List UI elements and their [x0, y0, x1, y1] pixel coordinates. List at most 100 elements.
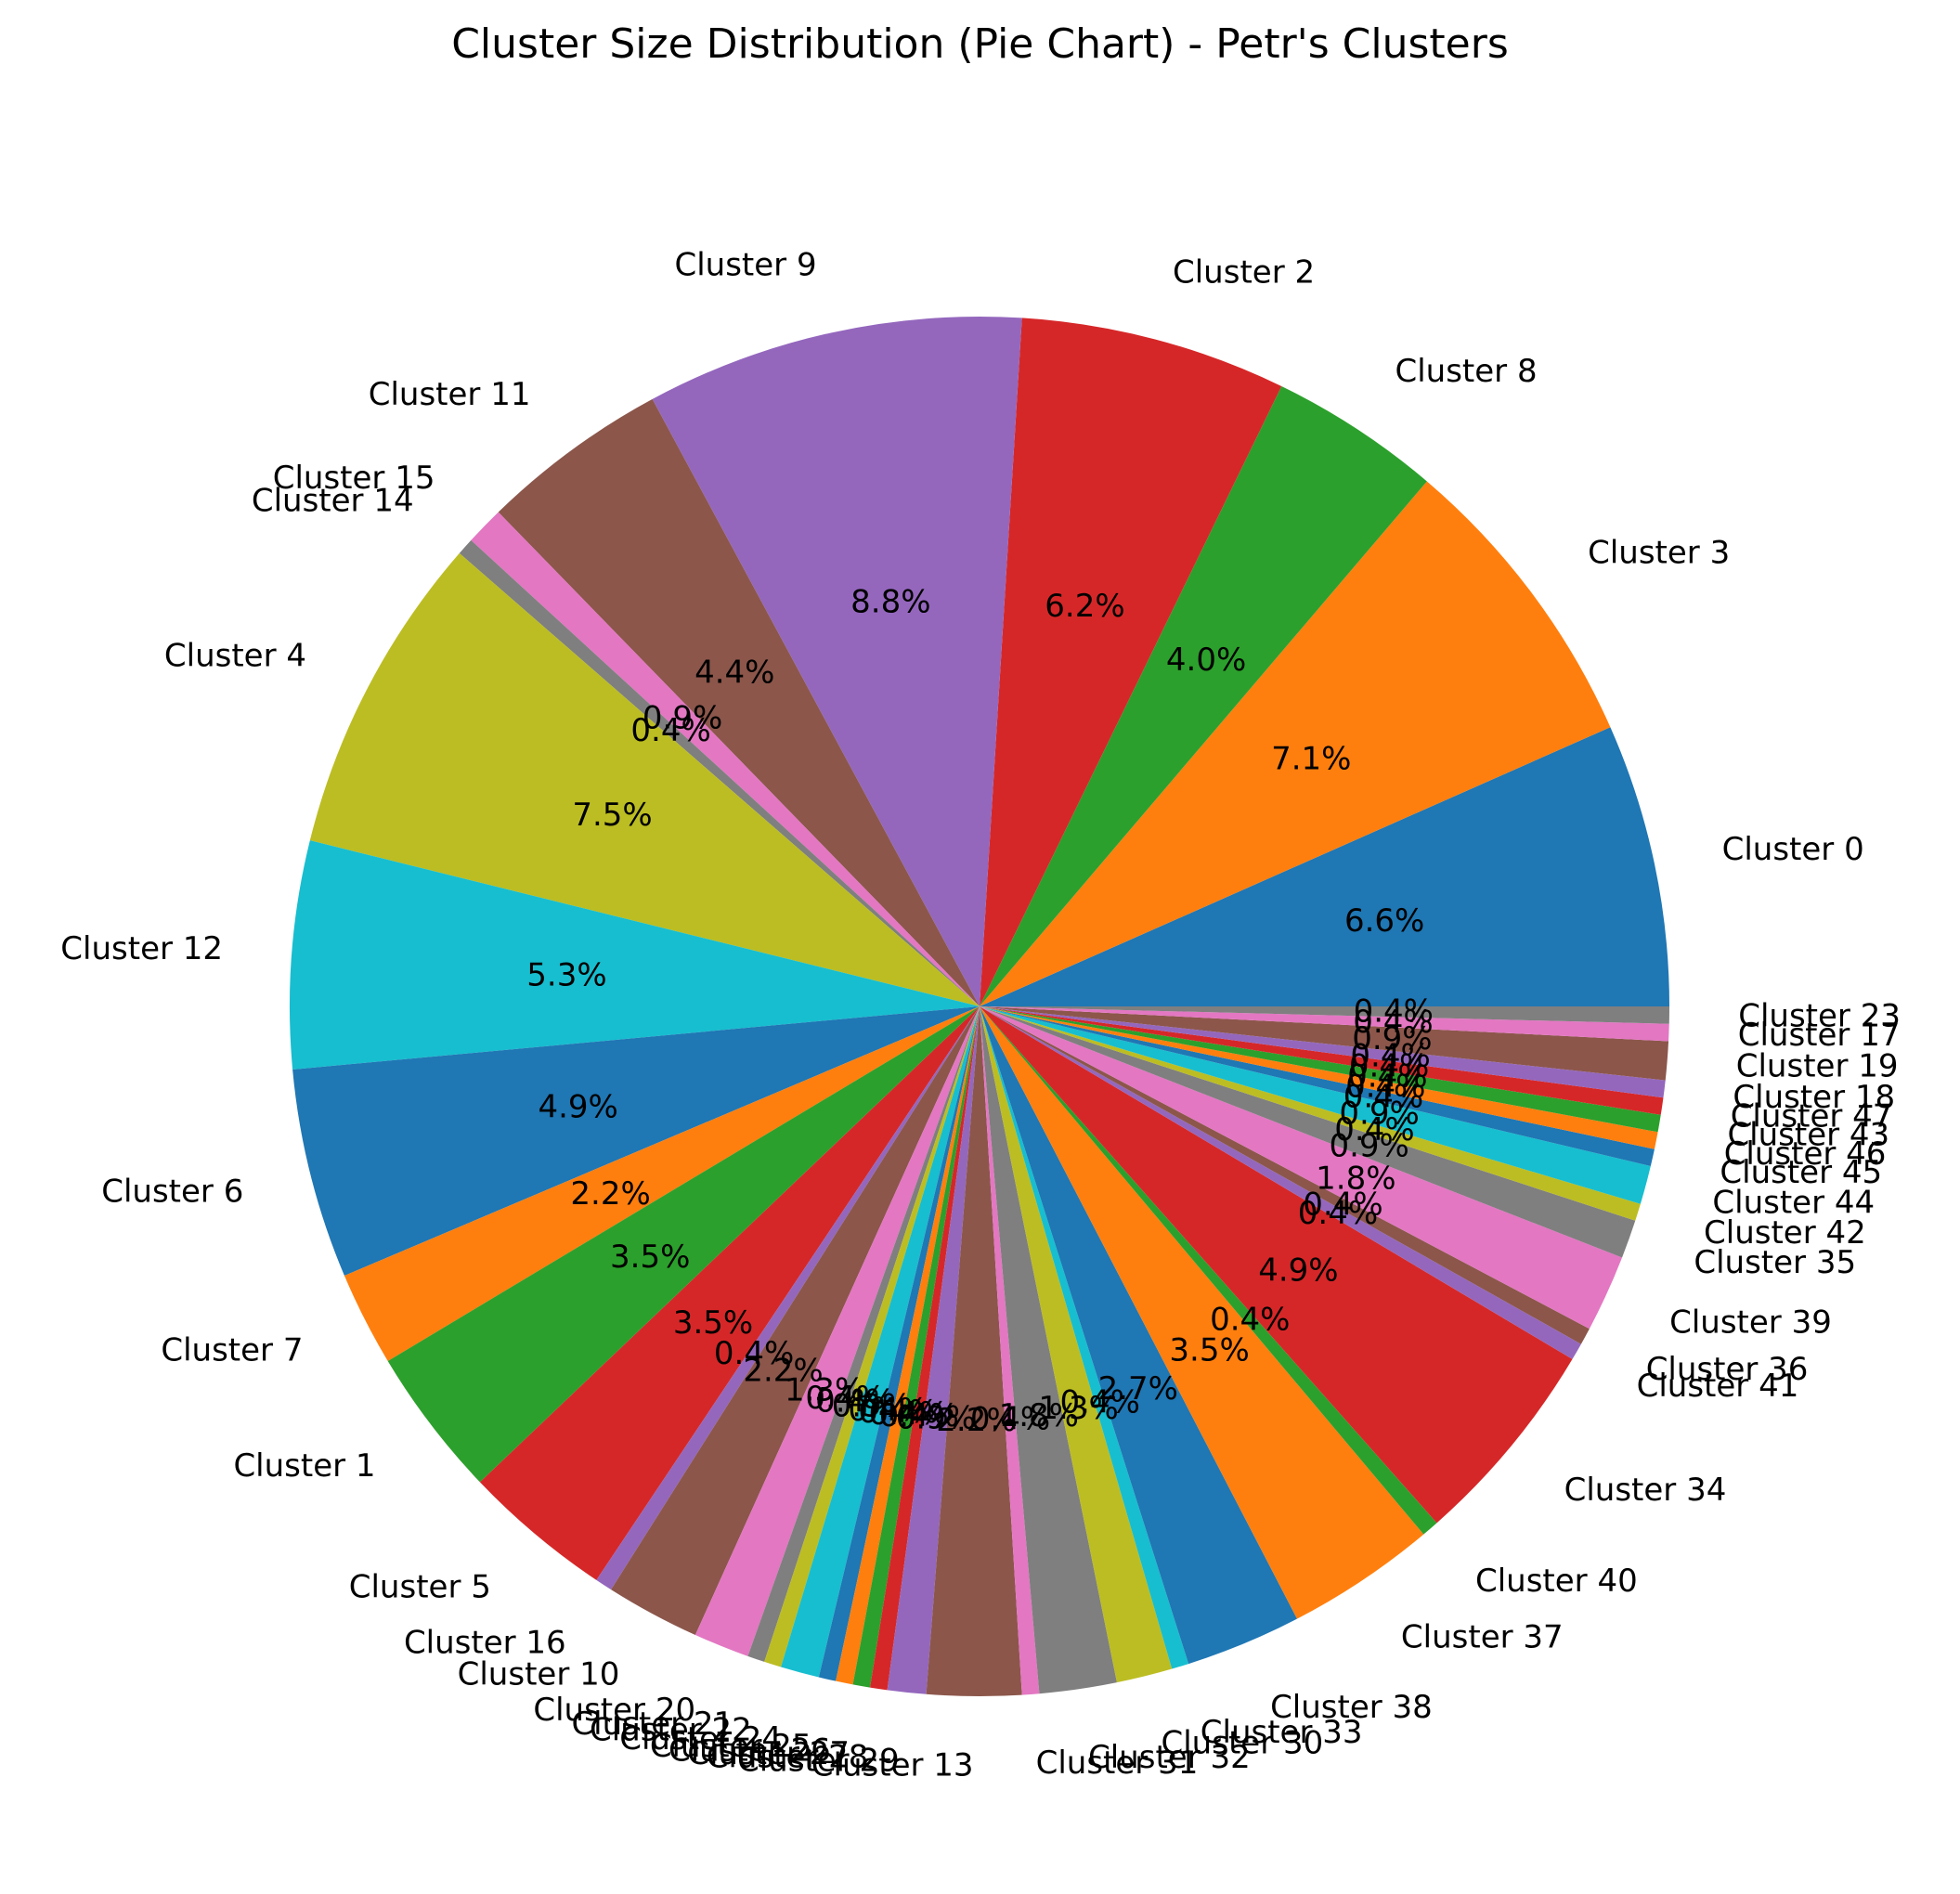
pie-slice: [764, 1006, 980, 1667]
slice-category-label: Cluster 0: [1722, 831, 1864, 868]
slice-percent-label: 0.4%: [970, 1401, 1050, 1438]
slice-percent-label: 4.9%: [1258, 1252, 1338, 1289]
slice-percent-label: 0.4%: [1303, 1186, 1382, 1223]
pie-slice: [309, 552, 980, 1006]
slice-percent-label: 0.4%: [848, 1392, 928, 1429]
slice-category-label: Cluster 44: [1712, 1185, 1875, 1222]
pie-slice: [852, 1006, 980, 1688]
slice-category-label: Cluster 28: [707, 1739, 869, 1776]
slice-percent-label: 0.9%: [643, 700, 722, 737]
slice-category-label: Cluster 3: [1588, 534, 1730, 571]
slice-percent-label: 0.4%: [714, 1335, 794, 1372]
slice-category-label: Cluster 21: [571, 1706, 733, 1743]
slice-category-label: Cluster 15: [273, 460, 435, 497]
slice-percent-label: 0.9%: [896, 1399, 976, 1436]
slice-category-label: Cluster 2: [1173, 254, 1315, 292]
slice-percent-label: 2.2%: [936, 1402, 1016, 1439]
pie-slice: [980, 1006, 1641, 1221]
slice-category-label: Cluster 41: [1637, 1368, 1799, 1405]
slice-percent-label: 0.4%: [1298, 1195, 1378, 1232]
pie-slice: [980, 1006, 1581, 1359]
pie-slice: [980, 1006, 1655, 1167]
slice-percent-label: 3.5%: [1169, 1332, 1249, 1369]
pie-slice: [747, 1006, 980, 1662]
slice-category-label: Cluster 18: [1733, 1079, 1895, 1116]
slice-category-label: Cluster 22: [590, 1712, 752, 1749]
slice-percent-label: 0.4%: [1353, 1004, 1433, 1041]
pie-slice: [596, 1006, 980, 1590]
pie-slice: [980, 1006, 1424, 1619]
slice-percent-label: 0.4%: [815, 1382, 895, 1420]
slice-category-label: Cluster 24: [619, 1720, 782, 1758]
pie-slice: [471, 512, 980, 1006]
slice-percent-label: 0.4%: [1354, 993, 1434, 1031]
slice-percent-label: 6.6%: [1344, 902, 1424, 940]
pie-slice: [980, 1006, 1573, 1524]
pie-slice: [387, 1006, 980, 1483]
slice-category-label: Cluster 1: [233, 1447, 375, 1485]
pie-slice: [980, 1006, 1590, 1344]
slice-percent-label: 0.4%: [1343, 1079, 1423, 1116]
slice-category-label: Cluster 7: [161, 1331, 303, 1369]
slice-percent-label: 4.9%: [538, 1089, 617, 1126]
slice-category-label: Cluster 32: [1088, 1739, 1251, 1776]
slice-category-label: Cluster 10: [458, 1656, 620, 1693]
pie-slice: [459, 539, 980, 1006]
slice-percent-label: 0.9%: [1339, 1095, 1419, 1132]
pie-slice: [344, 1006, 980, 1361]
pie-slice: [887, 1006, 980, 1694]
slice-labels-layer: Cluster 0 Cluster 3 Cluster 8 Cluster 2 Clus…: [60, 247, 1901, 1784]
slice-category-label: Cluster 29: [737, 1743, 900, 1780]
pie-slice: [980, 1006, 1437, 1535]
pie-slice: [980, 1006, 1669, 1024]
slice-category-label: Cluster 39: [1669, 1304, 1832, 1341]
pie-slice: [980, 1006, 1658, 1149]
slice-percent-label: 4.4%: [694, 655, 774, 692]
slice-percent-label: 1.8%: [1316, 1161, 1395, 1198]
slice-percent-label: 7.1%: [1271, 740, 1351, 777]
slice-percent-label: 0.4%: [1347, 1058, 1427, 1096]
slice-category-label: Cluster 37: [1401, 1619, 1564, 1656]
pie-slice: [694, 1006, 980, 1656]
pie-slice: [980, 1006, 1664, 1115]
pie-slice: [980, 1006, 1173, 1683]
slice-category-label: Cluster 25: [650, 1728, 812, 1765]
slice-category-label: Cluster 30: [1162, 1725, 1324, 1762]
pie-slice: [980, 1006, 1040, 1695]
pie-slice: [980, 1006, 1669, 1042]
pie-slice: [781, 1006, 980, 1678]
slice-percent-label: 0.4%: [879, 1397, 959, 1434]
slice-percent-label: 0.4%: [1210, 1302, 1290, 1339]
slice-percent-label: 1.3%: [1038, 1390, 1118, 1427]
slice-category-label: Cluster 46: [1724, 1135, 1887, 1173]
pie-slice: [980, 1006, 1669, 1081]
pie-slice: [870, 1006, 980, 1691]
pie-slice: [980, 1006, 1117, 1694]
slice-percent-label: 0.4%: [1345, 1069, 1425, 1106]
slice-percent-label: 0.4%: [858, 1394, 938, 1431]
slice-percent-label: 3.5%: [610, 1239, 690, 1276]
pie-slice: [980, 1006, 1636, 1258]
slice-percent-label: 1.3%: [785, 1371, 864, 1408]
slice-category-label: Cluster 20: [533, 1692, 695, 1729]
slice-category-label: Cluster 31: [1036, 1745, 1199, 1782]
slice-category-label: Cluster 11: [369, 376, 531, 413]
pie-slice: [818, 1006, 980, 1681]
slice-percent-label: 0.9%: [832, 1387, 912, 1424]
slice-category-label: Cluster 9: [674, 247, 816, 284]
pie-slice: [652, 317, 1022, 1006]
slice-category-label: Cluster 33: [1201, 1714, 1363, 1751]
slice-percent-label: 0.4%: [805, 1380, 885, 1417]
pie-slice: [980, 1006, 1666, 1098]
slice-percent-label: 0.4%: [1349, 1048, 1429, 1085]
slice-percent-label: 2.2%: [570, 1175, 650, 1213]
pie-slice: [289, 840, 980, 1070]
slice-category-label: Cluster 27: [687, 1735, 850, 1772]
pie-slice: [980, 1006, 1189, 1669]
slice-category-label: Cluster 5: [349, 1568, 491, 1605]
pie-slice: [926, 1006, 1022, 1696]
slice-percent-label: 2.2%: [743, 1352, 823, 1389]
slice-percent-label: 0.4%: [630, 712, 710, 749]
